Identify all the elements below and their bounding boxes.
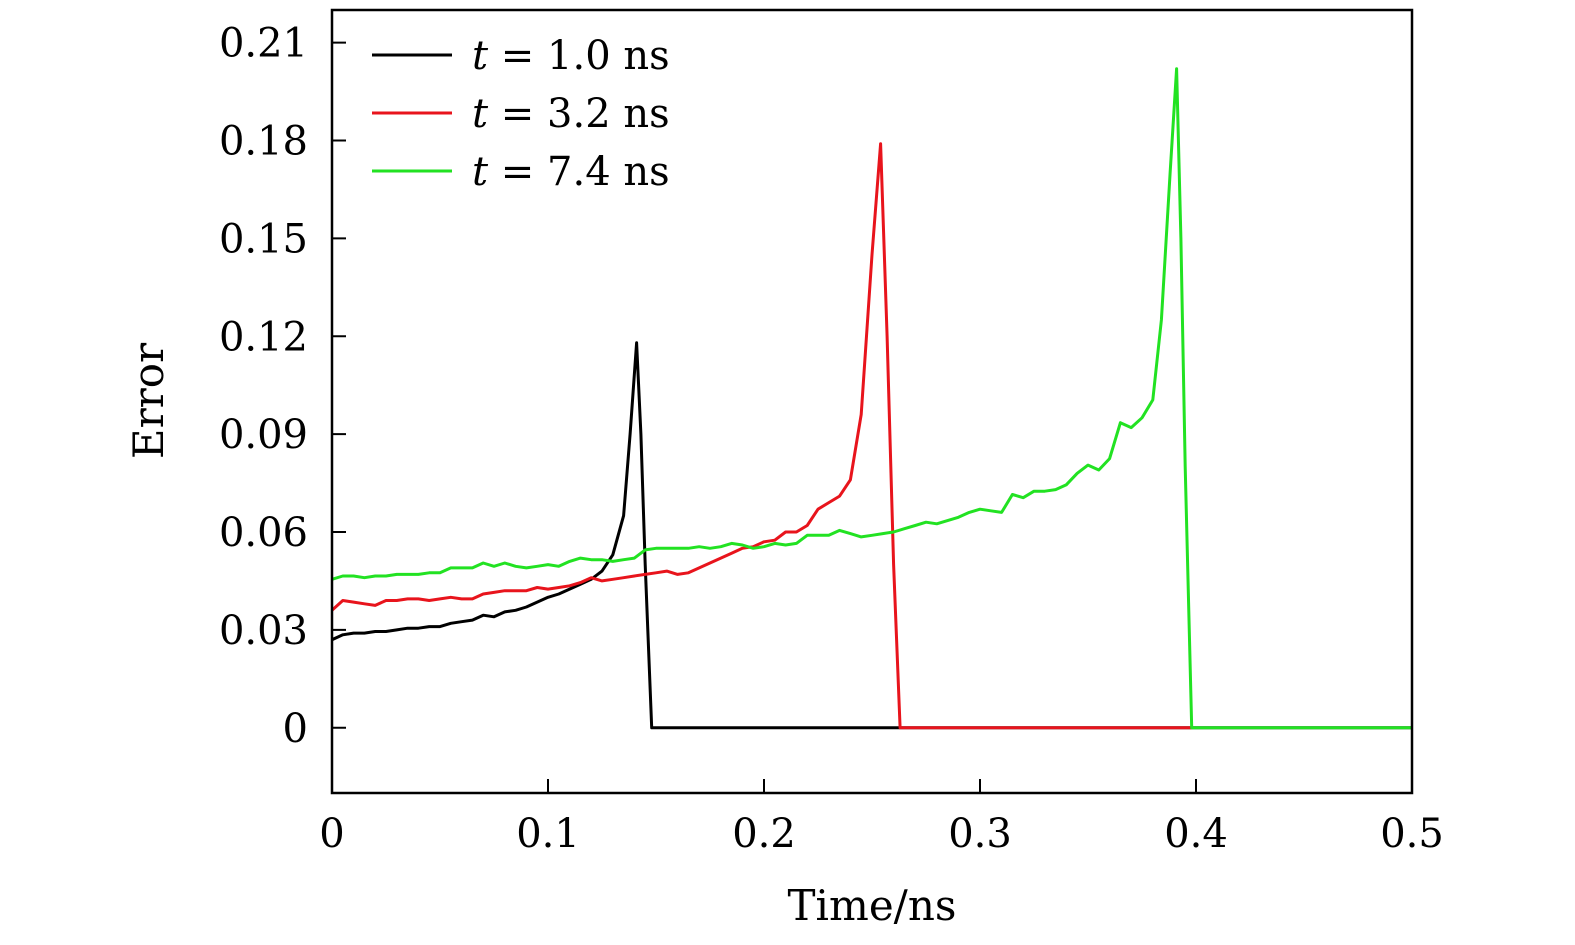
legend-value: = 3.2 ns [488,91,670,137]
ticks-layer: 0 0.1 0.2 0.3 0.4 0.5 0 0.03 0.06 0.09 0.12 0.15 0.1… [219,21,1444,857]
x-tick-label: 0.3 [948,811,1012,857]
x-tick-label: 0.4 [1164,811,1228,857]
legend: t = 1.0 nst = 3.2 nst = 7.4 ns [372,33,670,195]
x-tick-label: 0.5 [1380,811,1444,857]
series-line-1 [332,341,1412,730]
y-tick-label: 0.06 [219,510,308,556]
legend-label-2: t = 3.2 ns [472,91,670,137]
y-tick-label: 0.12 [219,314,308,360]
y-axis-label: Error [124,342,173,459]
plot-frame [330,8,1414,795]
series-line-3 [332,67,1412,730]
legend-variable: t [472,149,489,195]
legend-label-3: t = 7.4 ns [472,149,670,195]
y-tick-label: 0.09 [219,412,308,458]
legend-label-1: t = 1.0 ns [472,33,670,79]
y-tick-label: 0.21 [219,21,308,67]
x-tick-label: 0.1 [516,811,580,857]
series-layer [332,67,1412,730]
legend-variable: t [472,33,489,79]
legend-value: = 1.0 ns [488,33,670,79]
legend-value: = 7.4 ns [488,149,670,195]
series-line-2 [332,142,1192,730]
y-tick-label: 0.15 [219,216,308,262]
x-tick-label: 0 [319,811,344,857]
y-tick-label: 0.03 [219,608,308,654]
y-tick-label: 0 [283,706,308,752]
legend-variable: t [472,91,489,137]
x-axis-label: Time/ns [788,881,957,930]
x-tick-label: 0.2 [732,811,796,857]
y-tick-label: 0.18 [219,119,308,165]
